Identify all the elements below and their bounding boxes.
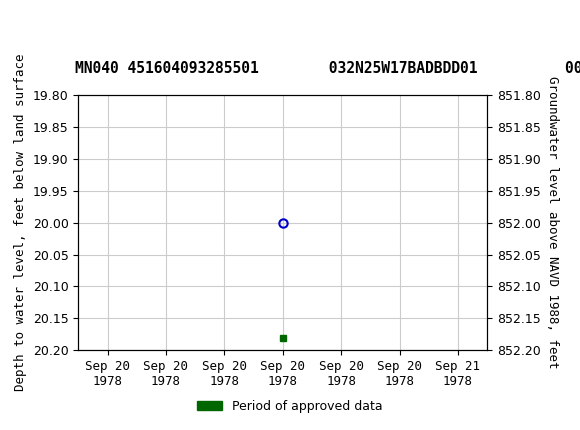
Text: MN040 451604093285501        032N25W17BADBDD01          0000152593: MN040 451604093285501 032N25W17BADBDD01 …: [75, 61, 580, 76]
FancyBboxPatch shape: [5, 5, 39, 46]
Legend: Period of approved data: Period of approved data: [192, 395, 388, 418]
Text: USGS: USGS: [58, 16, 122, 36]
Y-axis label: Depth to water level, feet below land surface: Depth to water level, feet below land su…: [14, 54, 27, 391]
Y-axis label: Groundwater level above NAVD 1988, feet: Groundwater level above NAVD 1988, feet: [546, 76, 559, 369]
Text: ≈: ≈: [10, 13, 31, 37]
